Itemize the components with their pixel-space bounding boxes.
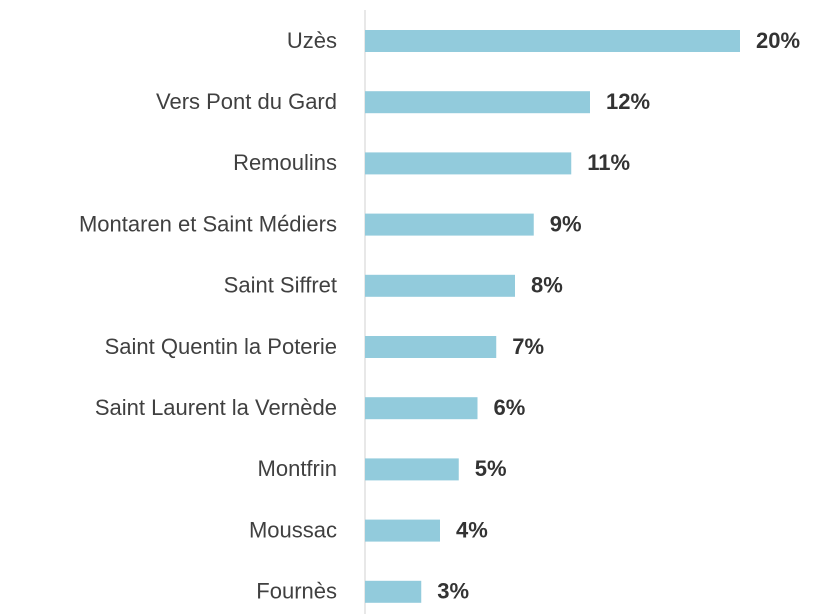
category-label: Moussac bbox=[249, 517, 337, 542]
bar bbox=[365, 152, 572, 175]
category-label: Saint Laurent la Vernède bbox=[95, 395, 337, 420]
category-label: Fournès bbox=[256, 579, 337, 604]
bar bbox=[365, 91, 590, 114]
value-label: 3% bbox=[437, 579, 469, 604]
value-label: 5% bbox=[475, 456, 507, 481]
value-label: 20% bbox=[756, 28, 800, 53]
bar bbox=[365, 580, 422, 603]
bar bbox=[365, 519, 440, 542]
bar bbox=[365, 397, 478, 420]
value-label: 11% bbox=[587, 150, 630, 175]
category-label: Saint Quentin la Poterie bbox=[105, 334, 337, 359]
value-label: 9% bbox=[550, 211, 582, 236]
category-label: Montaren et Saint Médiers bbox=[79, 211, 337, 236]
bar bbox=[365, 336, 497, 358]
bar bbox=[365, 30, 740, 52]
value-label: 4% bbox=[456, 517, 488, 542]
category-label: Saint Siffret bbox=[224, 273, 337, 298]
bar bbox=[365, 458, 459, 481]
value-label: 12% bbox=[606, 89, 650, 114]
bar bbox=[365, 213, 534, 236]
category-label: Remoulins bbox=[233, 150, 337, 175]
bar bbox=[365, 274, 515, 297]
value-label: 8% bbox=[531, 273, 563, 298]
category-label: Vers Pont du Gard bbox=[156, 89, 337, 114]
category-label: Uzès bbox=[287, 28, 337, 53]
category-label: Montfrin bbox=[258, 456, 337, 481]
value-label: 7% bbox=[512, 334, 544, 359]
value-label: 6% bbox=[494, 395, 526, 420]
